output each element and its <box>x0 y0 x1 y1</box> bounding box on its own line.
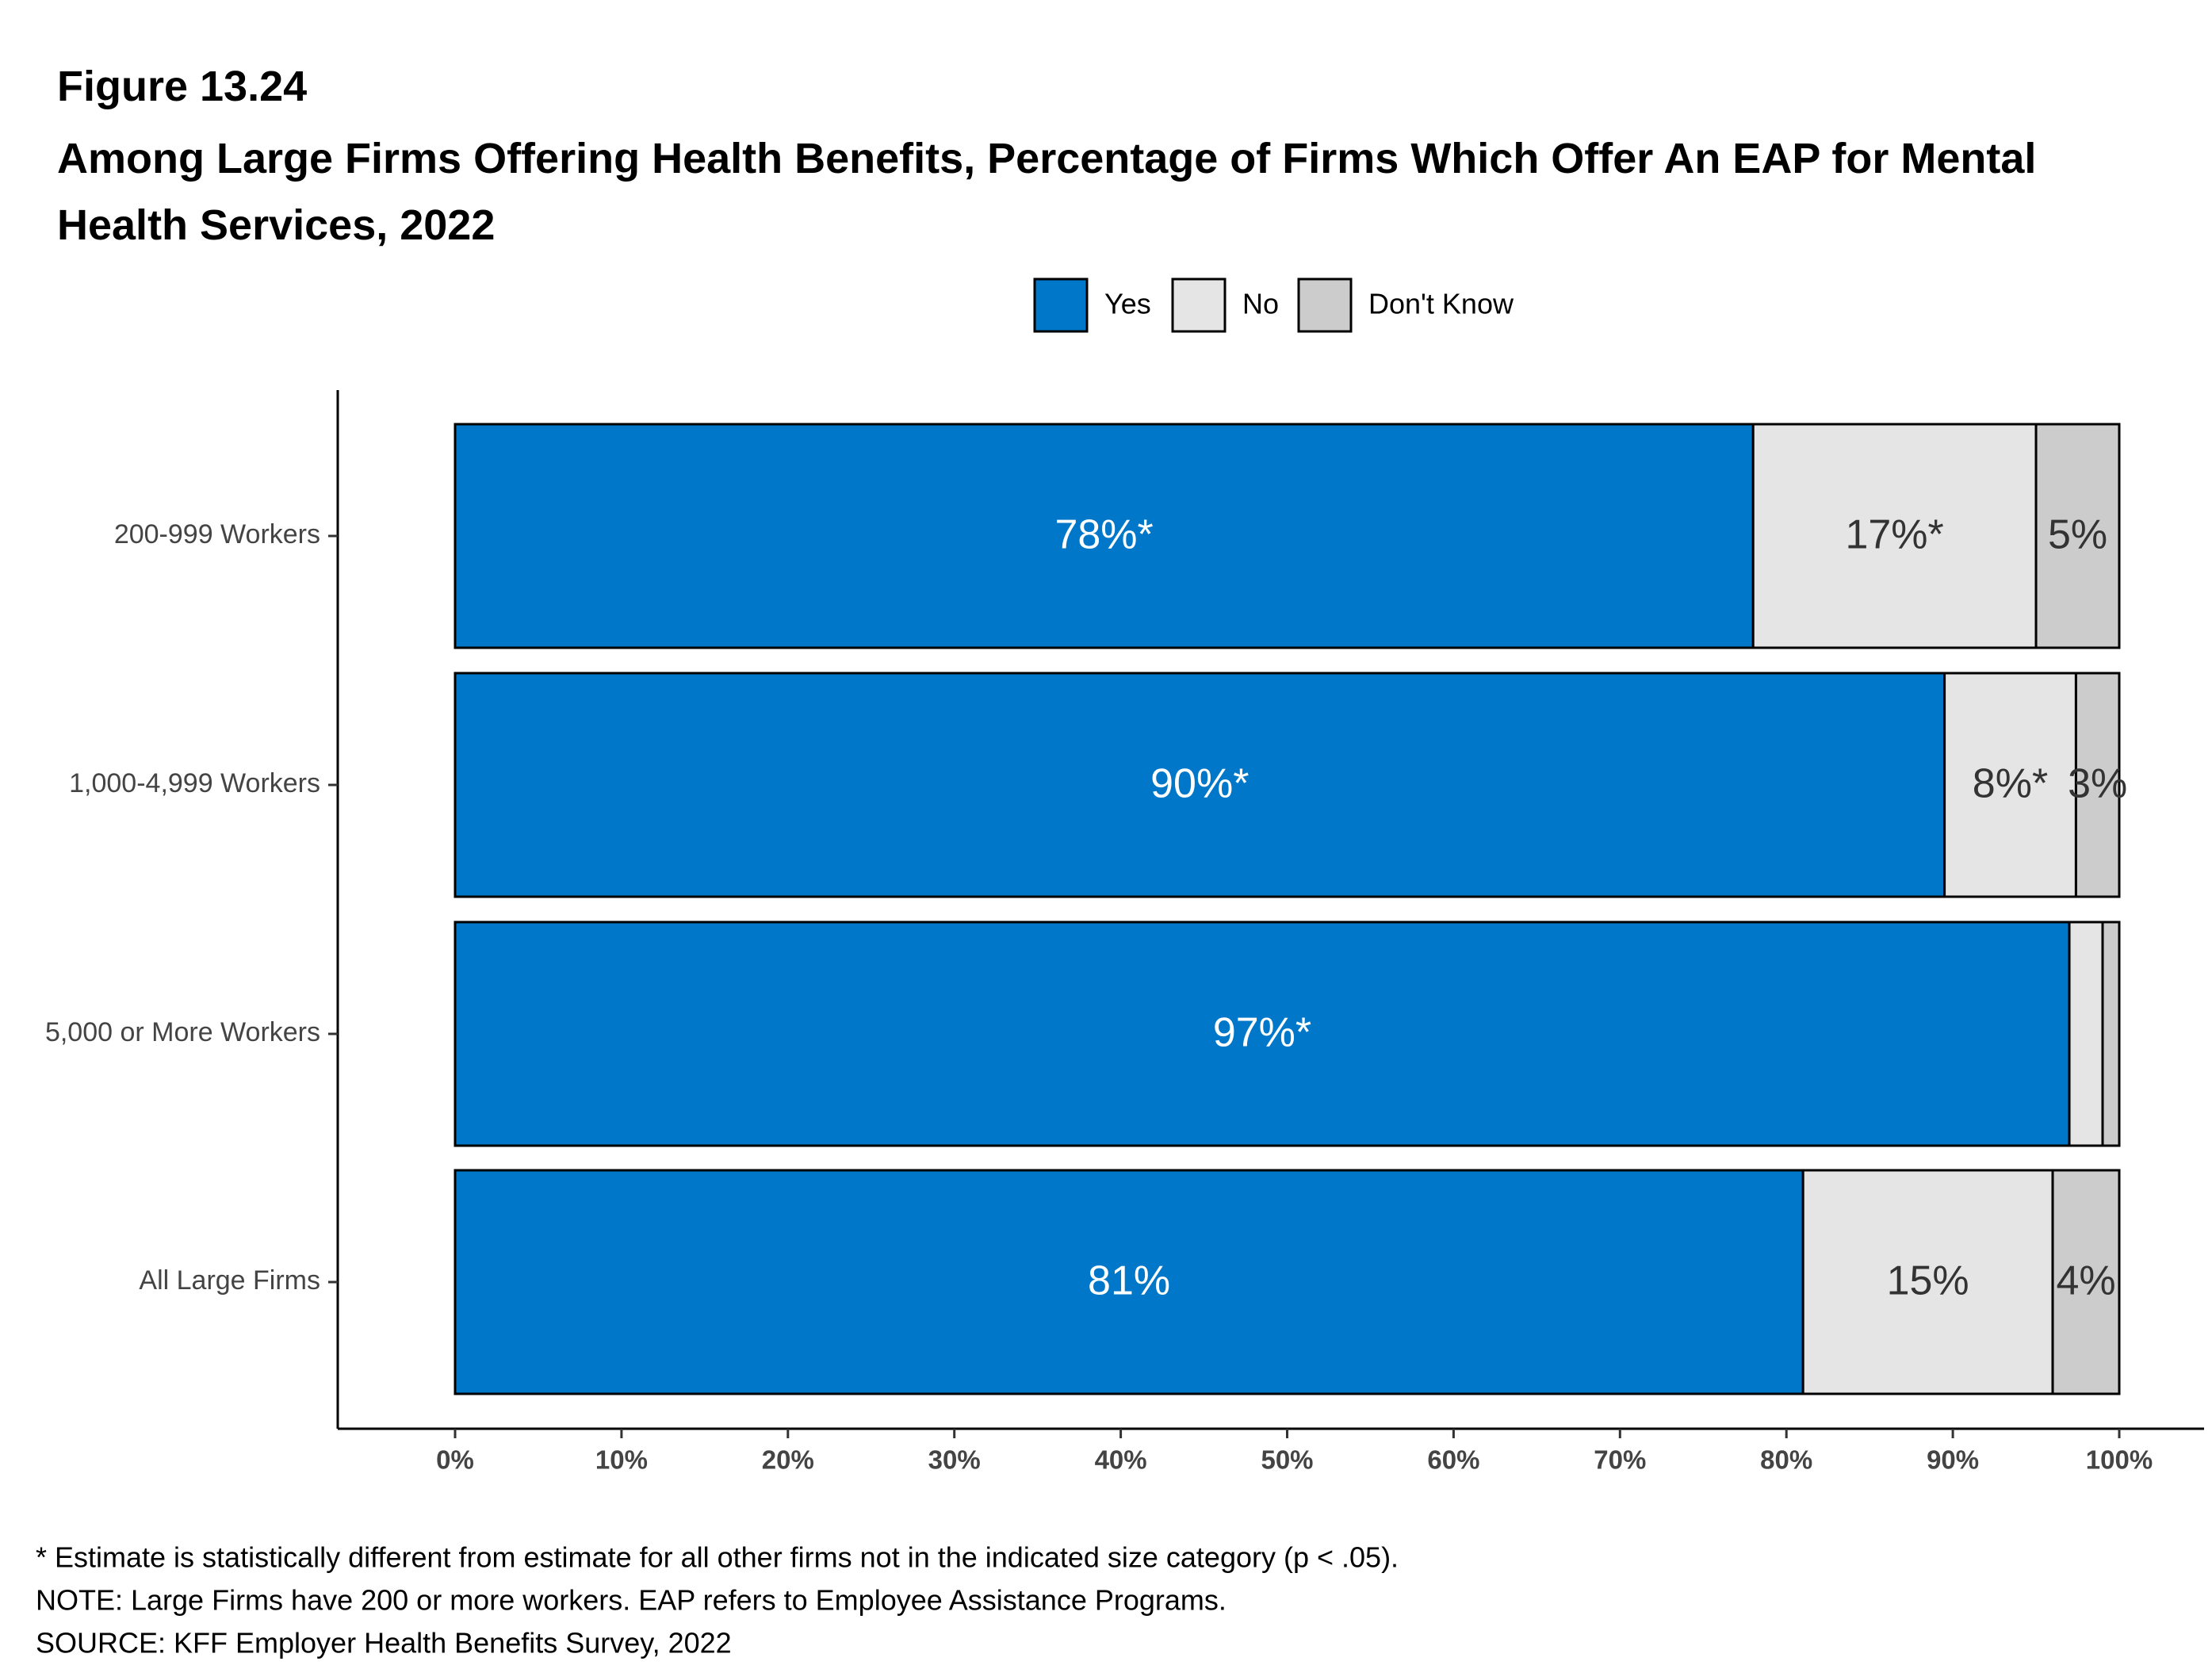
x-tick-label: 30% <box>928 1445 981 1475</box>
data-label: 5% <box>2048 512 2107 558</box>
x-tick-label: 50% <box>1261 1445 1313 1475</box>
legend-swatch <box>1171 278 1227 333</box>
figure-label: Figure 13.24 <box>57 63 308 110</box>
x-tick-label: 40% <box>1095 1445 1147 1475</box>
footnote: SOURCE: KFF Employer Health Benefits Sur… <box>36 1627 732 1659</box>
bar-segment <box>453 1169 1804 1395</box>
x-tick-label: 10% <box>595 1445 648 1475</box>
x-tick-label: 70% <box>1594 1445 1646 1475</box>
data-label: 81% <box>1088 1258 1170 1304</box>
data-label: 17%* <box>1845 512 1943 558</box>
y-tick-label: 1,000-4,999 Workers <box>69 768 320 798</box>
x-tick-label: 90% <box>1927 1445 1979 1475</box>
data-label: 8%* <box>1973 761 2048 807</box>
bar-segment <box>453 672 1946 898</box>
y-tick-label: 200-999 Workers <box>114 519 320 549</box>
y-tick-label: All Large Firms <box>139 1265 320 1296</box>
bar-segment <box>1801 1169 2054 1395</box>
chart-title: Among Large Firms Offering Health Benefi… <box>57 135 2037 249</box>
data-label: 15% <box>1887 1258 1969 1304</box>
bar-segment <box>2034 423 2121 649</box>
bar-segment <box>453 423 1755 649</box>
legend-swatch <box>1033 278 1089 333</box>
footnote: * Estimate is statistically different fr… <box>36 1541 1399 1574</box>
bar-segment <box>2051 1169 2121 1395</box>
data-label: 78%* <box>1054 512 1153 558</box>
x-tick-label: 60% <box>1427 1445 1479 1475</box>
x-tick-label: 0% <box>436 1445 474 1475</box>
data-label: 90%* <box>1150 761 1249 807</box>
bar-segment <box>453 921 2071 1147</box>
y-tick-label: 5,000 or More Workers <box>45 1017 320 1047</box>
data-label: 4% <box>2056 1258 2115 1304</box>
legend-label: Yes <box>1104 288 1151 320</box>
legend-swatch <box>1297 278 1353 333</box>
data-label: 3% <box>2068 761 2127 807</box>
bar-segment <box>2074 672 2121 898</box>
legend-label: No <box>1242 288 1279 320</box>
x-tick-label: 80% <box>1760 1445 1812 1475</box>
x-tick-label: 20% <box>762 1445 814 1475</box>
legend-label: Don't Know <box>1368 288 1514 320</box>
footnote: NOTE: Large Firms have 200 or more worke… <box>36 1584 1227 1617</box>
data-label: 97%* <box>1213 1010 1311 1056</box>
bar-segment <box>2068 921 2104 1147</box>
x-tick-label: 100% <box>2086 1445 2153 1475</box>
bar-segment <box>2101 921 2121 1147</box>
bar-segment <box>1751 423 2038 649</box>
